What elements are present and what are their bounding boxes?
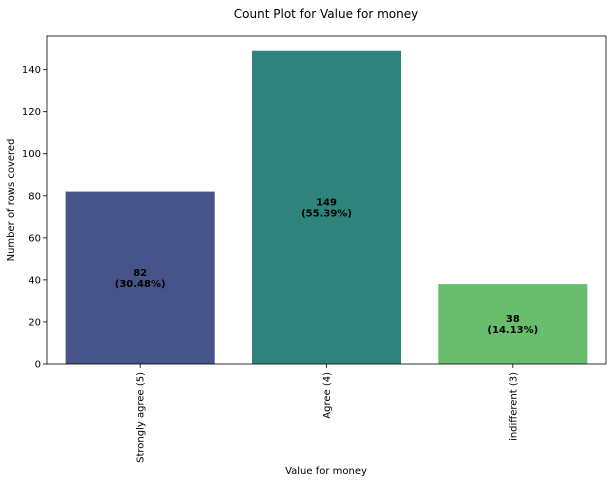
bar-labels-layer: 82 (30.48%) 149 (55.39%) 38 (14.13%) — [115, 197, 538, 336]
y-tick-label-4: 80 — [28, 191, 41, 202]
y-tick-label-6: 120 — [22, 107, 41, 118]
plot-frame — [46, 35, 607, 365]
y-tick-label-3: 60 — [28, 233, 41, 244]
x-tick-label-0: Strongly agree (5) — [136, 372, 147, 463]
bar-2 — [438, 284, 588, 364]
x-tick-label-2: indifferent (3) — [508, 372, 519, 441]
bar-0 — [65, 191, 215, 364]
y-axis-ticks: 0 20 40 60 80 100 120 140 — [22, 65, 47, 371]
x-axis-ticks: Strongly agree (5) Agree (4) indifferent (… — [136, 364, 519, 463]
chart-title: Count Plot for Value for money — [234, 7, 418, 21]
y-tick-label-2: 40 — [28, 275, 41, 286]
bars-layer — [65, 50, 588, 364]
bar-1 — [251, 50, 402, 364]
bar-value-label-1: 149 (55.39%) — [301, 197, 352, 219]
x-axis-label: Value for money — [285, 466, 367, 477]
x-tick-label-1: Agree (4) — [322, 372, 333, 419]
bar-value-label-2: 38 (14.13%) — [487, 314, 538, 336]
bar-value-label-0: 82 (30.48%) — [115, 268, 166, 290]
y-tick-label-7: 140 — [22, 65, 41, 76]
y-axis-label: Number of rows covered — [6, 139, 17, 262]
y-tick-label-1: 20 — [28, 317, 41, 328]
y-tick-label-0: 0 — [35, 360, 41, 371]
y-tick-label-5: 100 — [22, 149, 41, 160]
